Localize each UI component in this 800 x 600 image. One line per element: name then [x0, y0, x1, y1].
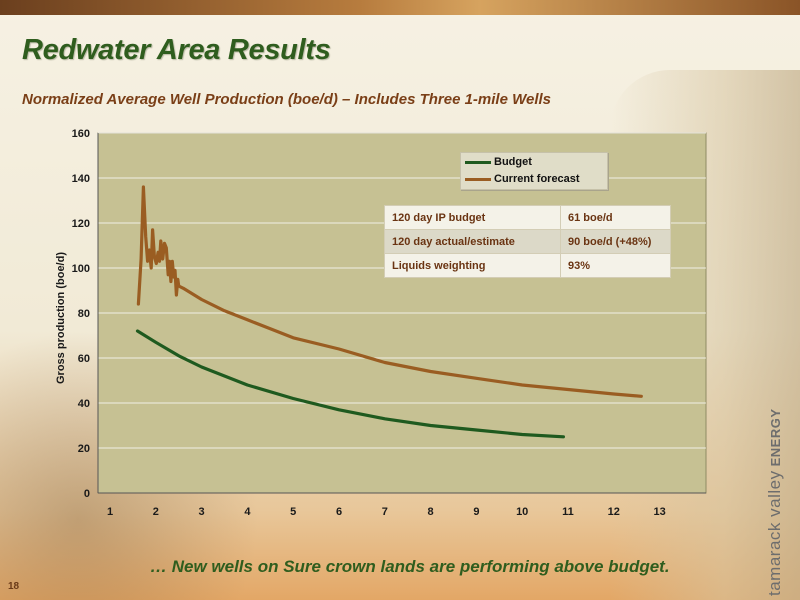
ip-summary-table: 120 day IP budget 61 boe/d 120 day actua…	[384, 205, 671, 278]
legend-swatch-budget	[465, 160, 491, 164]
table-row: 120 day actual/estimate 90 boe/d (+48%)	[384, 229, 671, 254]
x-tick-label: 6	[336, 506, 342, 518]
y-tick-label: 120	[72, 218, 90, 230]
page-number: 18	[8, 581, 20, 592]
x-tick-label: 13	[653, 506, 665, 518]
x-tick-label: 8	[428, 506, 434, 518]
y-tick-label: 0	[84, 488, 90, 500]
y-tick-label: 20	[78, 443, 90, 455]
x-tick-label: 10	[516, 506, 528, 518]
table-cell-value: 61 boe/d	[560, 205, 671, 230]
x-tick-label: 1	[107, 506, 113, 518]
x-tick-label: 5	[290, 506, 296, 518]
series-lines	[135, 185, 643, 439]
y-tick-label: 160	[72, 128, 90, 140]
chart-legend: Budget Current forecast	[460, 152, 608, 190]
slide-footer-note: … New wells on Sure crown lands are perf…	[150, 557, 670, 576]
x-tick-label: 7	[382, 506, 388, 518]
top-banner	[0, 0, 800, 15]
company-wordmark: tamarack valley ENERGY	[765, 408, 785, 596]
x-tick-label: 4	[244, 506, 251, 518]
table-row: 120 day IP budget 61 boe/d	[384, 205, 671, 230]
x-tick-label: 2	[153, 506, 159, 518]
table-cell-value: 93%	[560, 253, 671, 278]
axes	[97, 133, 706, 494]
slide-subtitle: Normalized Average Well Production (boe/…	[22, 91, 552, 108]
table-cell-label: 120 day actual/estimate	[384, 229, 561, 254]
x-tick-label: 11	[562, 506, 574, 518]
brand-name: tamarack valley	[765, 470, 784, 596]
brand-suffix: ENERGY	[768, 408, 783, 467]
series-line-budget	[135, 329, 565, 439]
y-tick-label: 60	[78, 353, 90, 365]
x-tick-label: 12	[608, 506, 620, 518]
table-cell-value: 90 boe/d (+48%)	[560, 229, 671, 254]
y-tick-label: 80	[78, 308, 90, 320]
table-cell-label: Liquids weighting	[384, 253, 561, 278]
legend-swatch-forecast	[465, 177, 491, 181]
x-tick-label: 9	[473, 506, 479, 518]
y-tick-label: 100	[72, 263, 90, 275]
legend-label-forecast: Current forecast	[494, 173, 580, 185]
legend-label-budget: Budget	[494, 156, 532, 168]
x-tick-label: 3	[199, 506, 205, 518]
legend-item-forecast: Current forecast	[465, 173, 580, 185]
slide-title: Redwater Area Results	[22, 34, 331, 66]
table-cell-label: 120 day IP budget	[384, 205, 561, 230]
y-axis-label: Gross production (boe/d)	[55, 252, 67, 384]
series-line-current-forecast	[136, 185, 643, 398]
table-row: Liquids weighting 93%	[384, 253, 671, 278]
y-tick-label: 40	[78, 398, 90, 410]
y-tick-label: 140	[72, 173, 90, 185]
legend-item-budget: Budget	[465, 156, 532, 168]
